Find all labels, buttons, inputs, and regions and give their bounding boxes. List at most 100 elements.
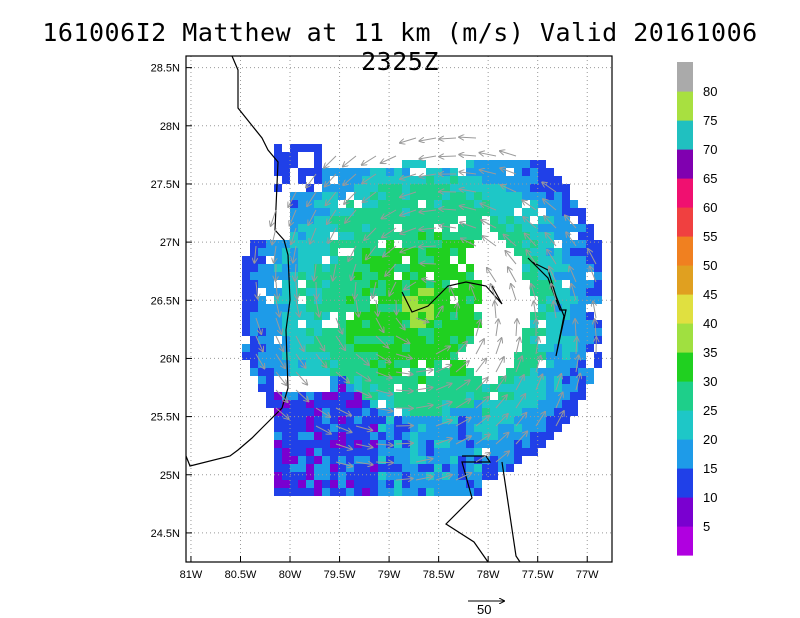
wind-cell [322, 240, 330, 248]
wind-cell [570, 304, 578, 312]
wind-cell [258, 352, 266, 360]
wind-cell [426, 256, 434, 264]
wind-cell [458, 240, 466, 248]
wind-vector [315, 407, 330, 417]
wind-cell [418, 480, 426, 488]
wind-cell [522, 352, 530, 360]
wind-cell [426, 200, 434, 208]
wind-vector [400, 227, 417, 234]
wind-cell [346, 288, 354, 296]
wind-cell [538, 160, 546, 168]
wind-vector [382, 209, 397, 219]
wind-cell [410, 408, 418, 416]
wind-cell [522, 176, 530, 184]
wind-vector [275, 335, 283, 351]
wind-cell [458, 336, 466, 344]
wind-cell [322, 416, 330, 424]
wind-cell [306, 368, 314, 376]
wind-cell [402, 232, 410, 240]
wind-cell [330, 288, 338, 296]
wind-cell [410, 248, 418, 256]
wind-cell [506, 368, 514, 376]
wind-cell [402, 464, 410, 472]
wind-cell [298, 256, 306, 264]
wind-cell [274, 288, 282, 296]
wind-cell [426, 480, 434, 488]
wind-cell [426, 328, 434, 336]
wind-cell [410, 264, 418, 272]
wind-cell [418, 248, 426, 256]
wind-cell [506, 464, 514, 472]
wind-cell [498, 400, 506, 408]
wind-cell [354, 480, 362, 488]
wind-cell [522, 440, 530, 448]
wind-vector [515, 356, 522, 373]
wind-cell [282, 400, 290, 408]
wind-cell [362, 424, 370, 432]
y-tick-label: 25N [160, 470, 180, 482]
wind-vector [295, 263, 296, 281]
wind-cell [418, 400, 426, 408]
colorbar-swatch [677, 497, 693, 527]
wind-cell [274, 488, 282, 496]
wind-cell [522, 208, 530, 216]
wind-cell [378, 440, 386, 448]
wind-cell [434, 488, 442, 496]
wind-vector [569, 267, 577, 283]
wind-vector [362, 155, 377, 165]
wind-cell [450, 376, 458, 384]
wind-vector [343, 173, 357, 185]
wind-cell [538, 416, 546, 424]
wind-cell [386, 200, 394, 208]
wind-cell [362, 432, 370, 440]
wind-cell [322, 440, 330, 448]
wind-vector [395, 478, 413, 480]
wind-cell [434, 280, 442, 288]
wind-cell [298, 192, 306, 200]
colorbar-swatch [677, 207, 693, 237]
wind-cell [442, 376, 450, 384]
wind-vector [274, 245, 276, 263]
wind-cell [346, 336, 354, 344]
wind-cell [354, 488, 362, 496]
wind-cell [418, 160, 426, 168]
wind-cell [362, 408, 370, 416]
wind-cell [474, 320, 482, 328]
wind-vector [296, 299, 299, 316]
wind-vector [316, 281, 317, 299]
wind-cell [346, 456, 354, 464]
wind-cell [266, 384, 274, 392]
wind-cell [282, 256, 290, 264]
wind-cell [298, 288, 306, 296]
wind-cell [514, 360, 522, 368]
wind-cell [570, 376, 578, 384]
wind-cell [530, 392, 538, 400]
wind-cell [306, 360, 314, 368]
wind-cell [450, 264, 458, 272]
wind-cell [546, 328, 554, 336]
wind-cell [370, 248, 378, 256]
wind-cell [386, 416, 394, 424]
wind-cell [506, 400, 514, 408]
wind-cell [562, 304, 570, 312]
wind-cell [562, 248, 570, 256]
wind-cell [498, 224, 506, 232]
wind-vector [505, 251, 517, 265]
wind-vector [495, 301, 496, 319]
wind-cell [322, 392, 330, 400]
wind-vector [295, 389, 308, 401]
wind-vector [459, 172, 477, 174]
wind-cell [306, 440, 314, 448]
wind-cell [306, 232, 314, 240]
wind-cell [426, 344, 434, 352]
wind-cell [354, 272, 362, 280]
wind-cell [570, 272, 578, 280]
wind-vector [314, 263, 316, 281]
wind-cell [514, 376, 522, 384]
wind-cell [322, 456, 330, 464]
wind-vector [501, 185, 517, 193]
wind-cell [282, 248, 290, 256]
wind-cell [466, 168, 474, 176]
wind-cell [282, 160, 290, 168]
wind-vector [535, 412, 545, 427]
